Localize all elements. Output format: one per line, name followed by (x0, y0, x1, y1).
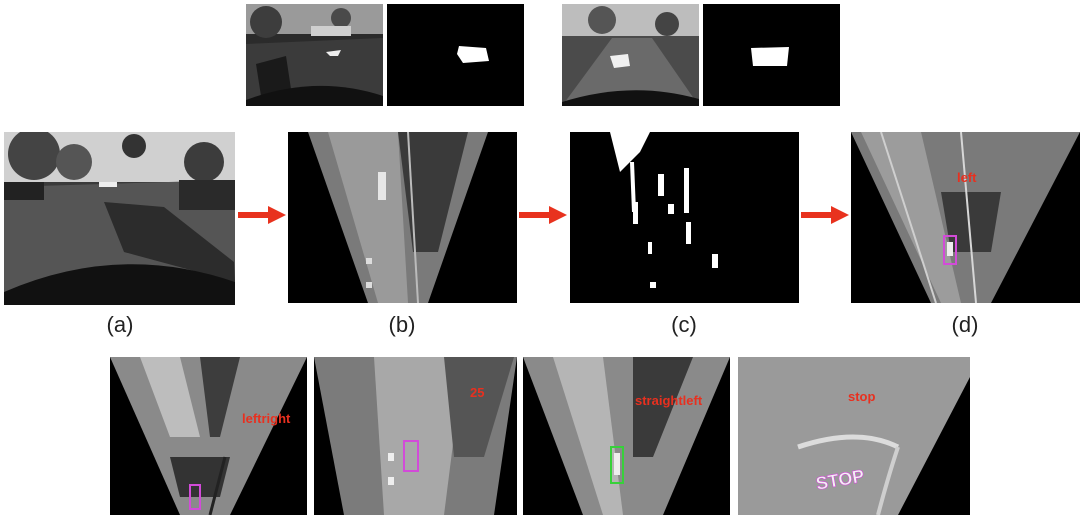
panel-c-segmentation-mask (570, 132, 799, 303)
panel-b-birds-eye-view (288, 132, 517, 303)
caption-c: (c) (671, 312, 697, 337)
label-left: left (957, 170, 977, 185)
caption-a: (a) (106, 312, 134, 337)
label-leftright: leftright (242, 411, 291, 426)
label-straightleft: straightleft (635, 393, 703, 408)
example-stop: STOP stop (738, 357, 970, 515)
top-photo-2 (562, 4, 699, 106)
caption-b: (b) (388, 312, 416, 337)
arrow-b-to-c (519, 206, 567, 224)
arrow-a-to-b (238, 206, 286, 224)
label-speed: 25 (470, 385, 484, 400)
example-leftright: leftright (110, 357, 307, 515)
panel-a-input-photo (4, 132, 235, 305)
example-straightleft: straightleft (523, 357, 730, 515)
top-mask-2 (703, 4, 840, 106)
top-photo-1 (246, 4, 383, 106)
caption-d: (d) (951, 312, 979, 337)
arrow-c-to-d (801, 206, 849, 224)
top-mask-1 (387, 4, 524, 106)
panel-d-classified-output: left (851, 132, 1080, 303)
label-stop: stop (848, 389, 876, 404)
example-speed-25: 25 (314, 357, 517, 515)
